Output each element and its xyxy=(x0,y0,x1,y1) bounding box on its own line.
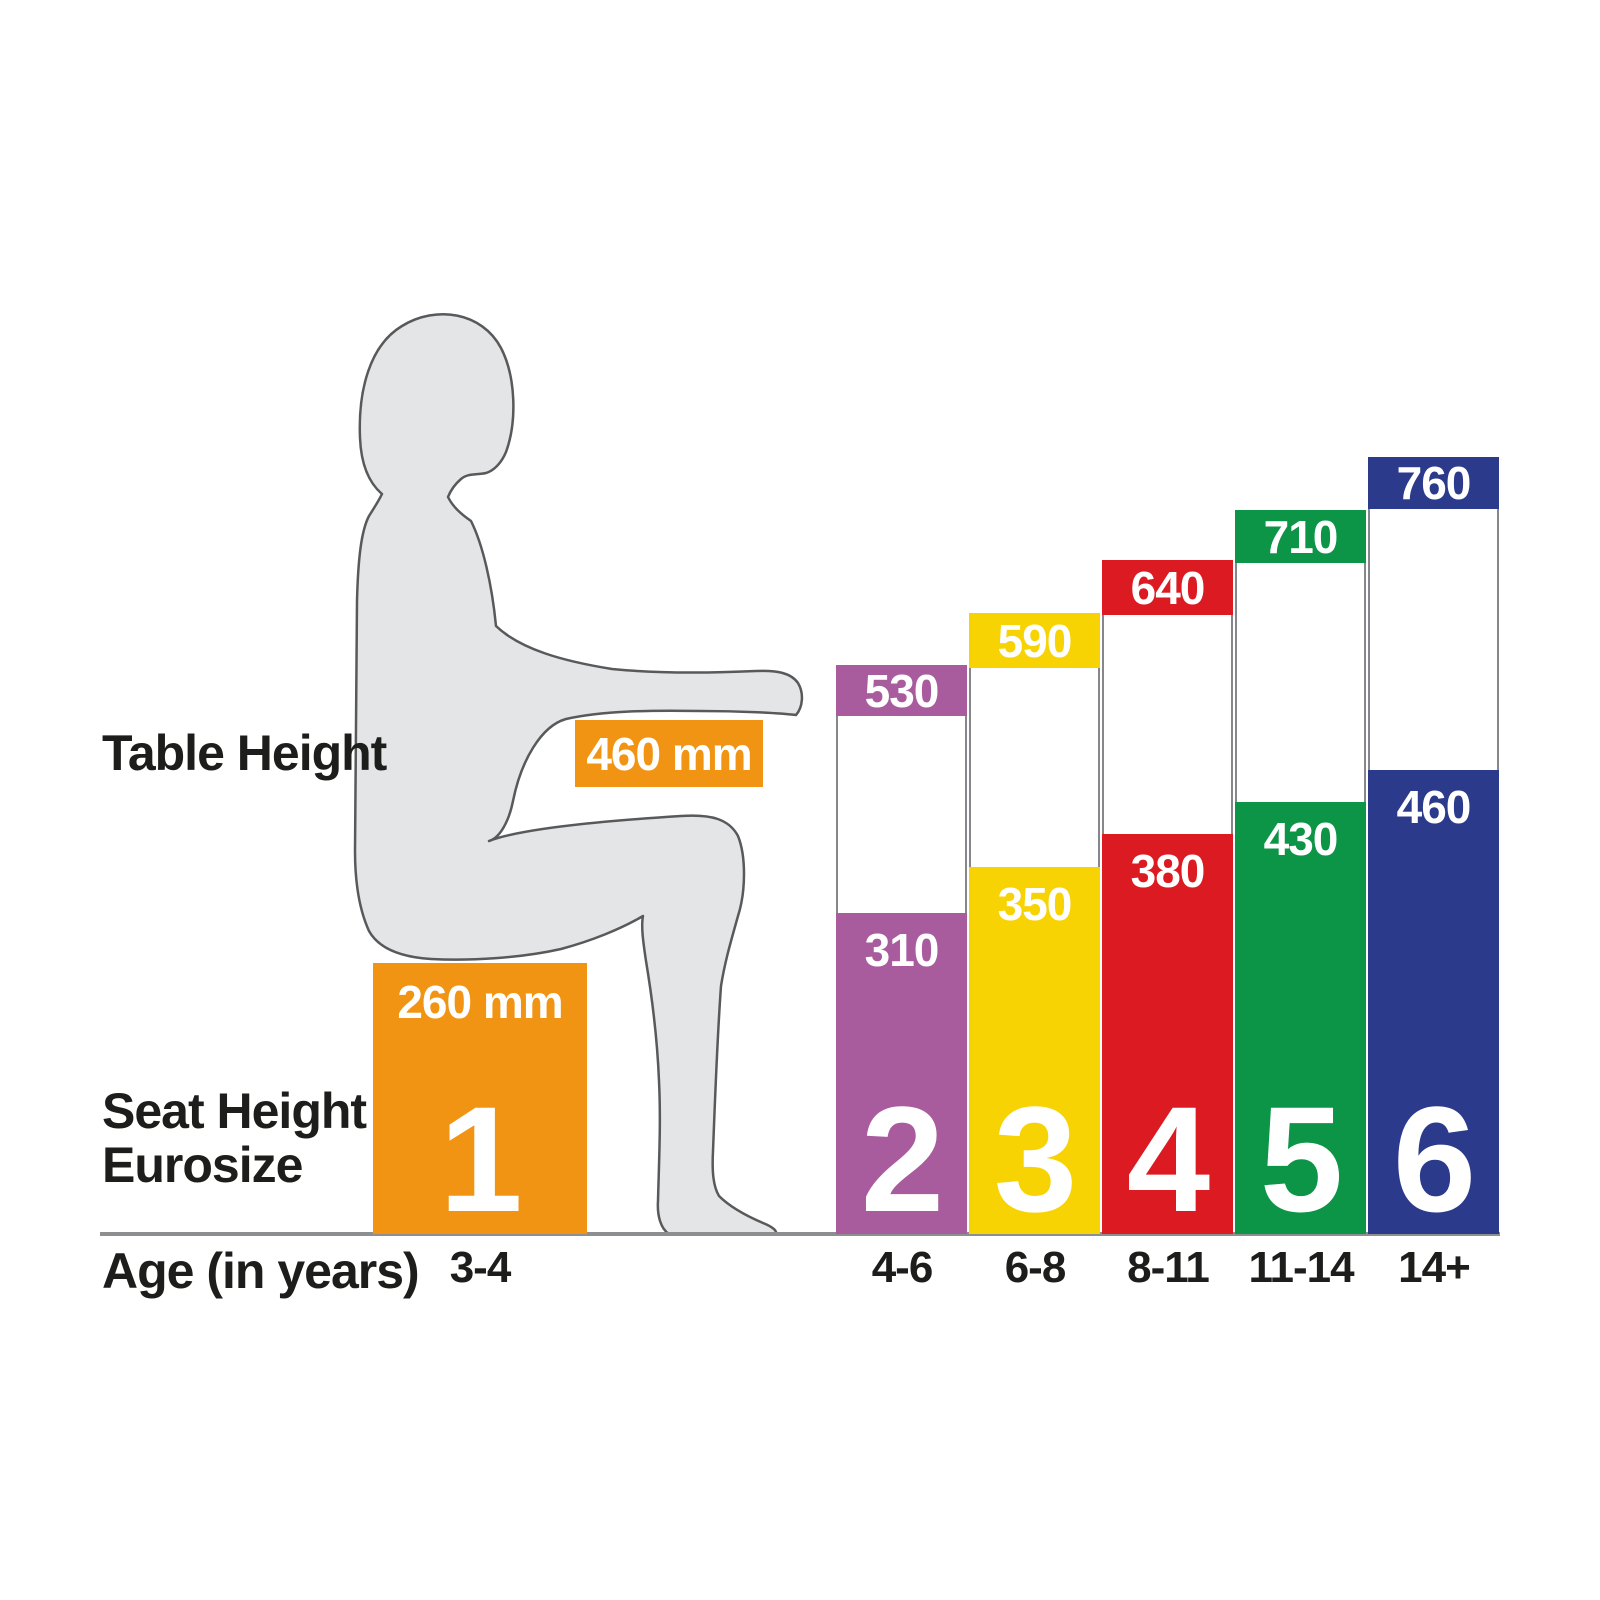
eurosize-number-1: 1 xyxy=(439,1075,522,1243)
column-middle-6 xyxy=(1368,509,1499,770)
eurosize-number-5: 5 xyxy=(1259,1075,1343,1243)
table-height-value-5: 710 xyxy=(1263,510,1339,563)
seat-height-segment-2: 310 2 xyxy=(836,913,967,1234)
table-height-value-6: 760 xyxy=(1396,457,1472,509)
seat-height-segment-3: 350 3 xyxy=(969,867,1100,1234)
seat-height-reference-box: 260 mm 1 xyxy=(373,963,587,1234)
column-middle-3 xyxy=(969,668,1100,867)
table-height-segment-6: 760 xyxy=(1368,457,1499,509)
column-middle-5 xyxy=(1235,563,1366,802)
seat-height-value-3: 350 xyxy=(997,878,1073,930)
table-height-segment-2: 530 xyxy=(836,665,967,716)
seat-height-value-4: 380 xyxy=(1130,845,1206,897)
seat-height-row-label: Seat Height xyxy=(102,1083,367,1139)
eurosize-4-column: 640 380 4 xyxy=(1102,560,1233,1234)
table-height-row-label: Table Height xyxy=(102,725,387,781)
age-value-4: 8-11 xyxy=(1127,1243,1210,1292)
column-middle-2 xyxy=(836,716,967,913)
table-height-value-2: 530 xyxy=(864,664,940,717)
table-height-value-4: 640 xyxy=(1130,561,1206,614)
eurosize-3-column: 590 350 3 xyxy=(969,613,1100,1234)
age-value-5: 11-14 xyxy=(1248,1243,1354,1292)
table-height-segment-5: 710 xyxy=(1235,510,1366,563)
seat-height-segment-5: 430 5 xyxy=(1235,802,1366,1234)
age-value-2: 4-6 xyxy=(871,1243,934,1292)
age-row-label: Age (in years) xyxy=(102,1243,420,1299)
eurosize-2-column: 530 310 2 xyxy=(836,665,967,1234)
table-height-segment-4: 640 xyxy=(1102,560,1233,615)
seat-height-segment-4: 380 4 xyxy=(1102,834,1233,1234)
eurosize-6-column: 760 460 6 xyxy=(1368,457,1499,1234)
ground-line xyxy=(100,1232,1500,1236)
seat-height-value-5: 430 xyxy=(1263,813,1339,865)
table-height-reference-value: 460 mm xyxy=(586,727,752,780)
eurosize-row-label: Eurosize xyxy=(102,1137,303,1193)
eurosize-number-3: 3 xyxy=(993,1075,1077,1243)
table-height-value-3: 590 xyxy=(997,614,1073,667)
eurosize-number-6: 6 xyxy=(1392,1075,1476,1243)
eurosize-5-column: 710 430 5 xyxy=(1235,510,1366,1234)
age-value-1: 3-4 xyxy=(449,1243,512,1292)
seat-height-value-2: 310 xyxy=(864,924,940,976)
seat-height-reference-value: 260 mm xyxy=(397,976,563,1028)
column-middle-4 xyxy=(1102,615,1233,834)
age-value-6: 14+ xyxy=(1398,1243,1471,1292)
age-value-3: 6-8 xyxy=(1004,1243,1067,1292)
eurosize-number-2: 2 xyxy=(860,1075,944,1243)
seat-height-segment-6: 460 6 xyxy=(1368,770,1499,1234)
seat-height-value-6: 460 xyxy=(1396,781,1472,833)
table-height-reference-box: 460 mm xyxy=(575,720,763,787)
eurosize-number-4: 4 xyxy=(1126,1075,1210,1243)
table-height-segment-3: 590 xyxy=(969,613,1100,668)
